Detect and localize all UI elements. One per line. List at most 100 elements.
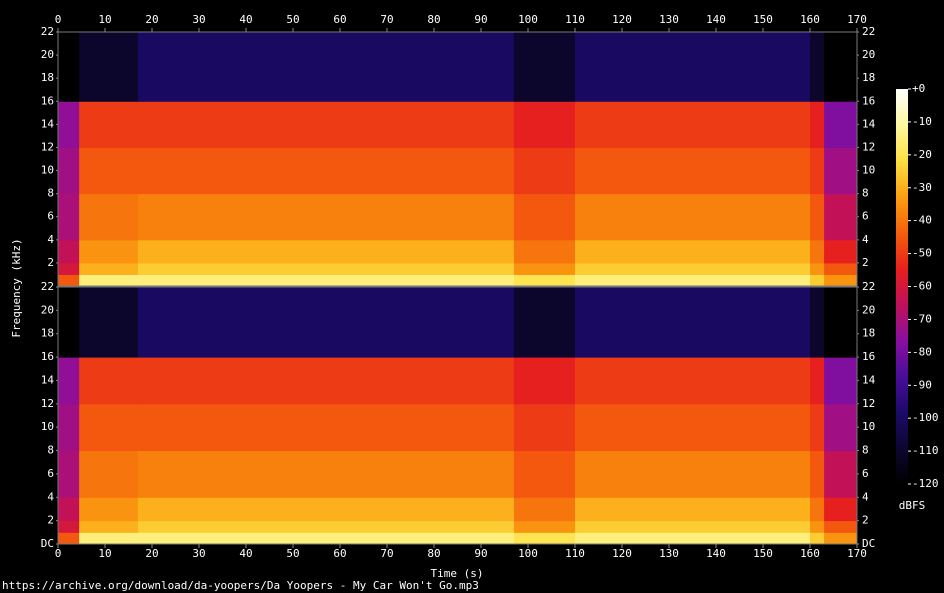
y-tick-label: 18 [41, 71, 54, 84]
x-tick-label: 150 [753, 547, 773, 560]
spectrogram-cell [79, 287, 139, 358]
spectrogram-cell [79, 532, 139, 545]
y-tick-label: 2 [47, 514, 54, 527]
spectrogram-cell [513, 32, 576, 102]
x-tick-label: 140 [706, 547, 726, 560]
x-tick-label: 100 [518, 547, 538, 560]
spectrogram-cell [575, 101, 811, 148]
spectrogram-cell [810, 101, 825, 148]
spectrogram-cell [575, 532, 811, 545]
spectrogram-cell [575, 274, 811, 287]
y-tick-label: 18 [41, 327, 54, 340]
y-tick-label: 10 [41, 164, 54, 177]
spectrogram-cell [79, 262, 139, 275]
spectrogram-cell [513, 532, 576, 545]
spectrogram-cell [137, 101, 515, 148]
spectrogram-cell [58, 403, 80, 452]
panel-frame [57, 286, 858, 545]
y-tick-label: 10 [41, 420, 54, 433]
spectrogram-cell [137, 497, 515, 522]
y-tick-label-right: 8 [862, 444, 869, 457]
spectrogram-cell [810, 147, 825, 195]
spectrogram-cell [513, 101, 576, 148]
spectrogram-cell [58, 32, 80, 102]
y-tick-label-right: 22 [862, 25, 875, 38]
spectrogram-cell [824, 450, 858, 498]
x-tick-label-top: 10 [98, 13, 111, 26]
spectrogram-cell [810, 497, 825, 522]
x-tick-label-top: 90 [474, 13, 487, 26]
spectrogram-cell [810, 532, 825, 545]
x-tick-label-top: 130 [659, 13, 679, 26]
y-tick-label-right: 16 [862, 94, 875, 107]
y-tick-label-right: 20 [862, 303, 875, 316]
x-tick-label: 170 [847, 547, 867, 560]
x-tick-label: 20 [145, 547, 158, 560]
footer: https://archive.org/download/da-yoopers/… [2, 579, 479, 592]
spectrogram-cell [79, 32, 139, 102]
spectrogram-cell [824, 101, 858, 148]
y-tick-label-right: DC [862, 537, 875, 550]
spectrogram-cell [137, 32, 515, 102]
spectrogram-cell [58, 520, 80, 533]
spectrogram-cell [137, 287, 515, 358]
x-tick-label: 90 [474, 547, 487, 560]
spectrogram-cell [575, 357, 811, 405]
spectrogram-cell [810, 262, 825, 275]
y-tick-label: 2 [47, 256, 54, 269]
spectrogram-cell [79, 239, 139, 264]
y-tick-label-right: 4 [862, 233, 869, 246]
y-tick-label: 4 [47, 490, 54, 503]
y-tick-label-right: 20 [862, 48, 875, 61]
spectrogram-cell [513, 403, 576, 452]
spectrogram-cell [79, 520, 139, 533]
y-tick-label: 16 [41, 94, 54, 107]
spectrogram-cell [575, 520, 811, 533]
y-tick-label: DC [41, 537, 54, 550]
spectrogram-cell [824, 287, 858, 358]
x-tick-label-top: 70 [380, 13, 393, 26]
spectrogram-cell [79, 497, 139, 522]
y-tick-label: 6 [47, 467, 54, 480]
spectrogram-cell [79, 147, 139, 195]
x-tick-label: 110 [565, 547, 585, 560]
colorbar-tick-label: -50 [912, 247, 932, 260]
colorbar-tick-label: -40 [912, 214, 932, 227]
spectrogram-cell [513, 287, 576, 358]
y-tick-label-right: 18 [862, 71, 875, 84]
spectrogram-cell [513, 357, 576, 405]
spectrogram-cell [513, 450, 576, 498]
spectrogram-cell [810, 239, 825, 264]
x-tick-label-top: 100 [518, 13, 538, 26]
panel-frame [57, 31, 858, 287]
y-tick-label-right: 12 [862, 140, 875, 153]
spectrogram-cell [513, 497, 576, 522]
colorbar-tick-label: -10 [912, 115, 932, 128]
spectrogram-cell [824, 357, 858, 405]
spectrogram-cell [137, 403, 515, 452]
spectrogram-cell [137, 193, 515, 241]
x-tick-label-top: 120 [612, 13, 632, 26]
spectrogram-cell [575, 147, 811, 195]
spectrogram-cell [575, 239, 811, 264]
x-axis-label: Time (s) [431, 567, 484, 580]
spectrogram-cell [513, 274, 576, 287]
y-tick-label: 8 [47, 444, 54, 457]
x-tick-label: 60 [333, 547, 346, 560]
x-tick-label: 130 [659, 547, 679, 560]
spectrogram-cell [79, 193, 139, 241]
y-tick-label-right: 14 [862, 373, 876, 386]
spectrogram-cell [824, 403, 858, 452]
spectrogram-cell [575, 497, 811, 522]
y-tick-label-right: 4 [862, 490, 869, 503]
spectrogram-cell [513, 520, 576, 533]
colorbar-tick-label: -110 [912, 444, 939, 457]
spectrogram-cell [58, 193, 80, 241]
y-tick-label: 20 [41, 48, 54, 61]
colorbar-label: dBFS [899, 499, 926, 512]
spectrogram-cell [58, 450, 80, 498]
y-tick-label-right: 2 [862, 514, 869, 527]
y-tick-label: 6 [47, 210, 54, 223]
spectrogram-cell [137, 450, 515, 498]
colorbar [896, 89, 908, 484]
